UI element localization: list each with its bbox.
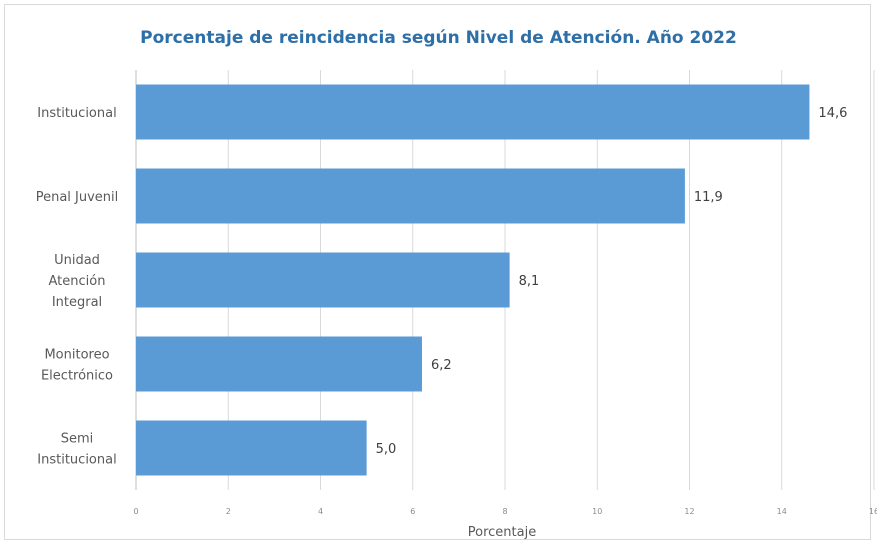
category-label: Unidad xyxy=(54,253,100,268)
value-label: 8,1 xyxy=(519,274,540,289)
category-label: Atención xyxy=(49,274,106,289)
category-label: Monitoreo xyxy=(44,348,109,363)
value-label: 6,2 xyxy=(431,358,452,373)
x-tick-label: 4 xyxy=(318,507,323,516)
category-label: Integral xyxy=(52,295,102,310)
bar xyxy=(136,336,422,392)
bar xyxy=(136,252,510,308)
bar xyxy=(136,84,810,140)
x-tick-label: 14 xyxy=(777,507,787,516)
x-tick-label: 0 xyxy=(133,507,138,516)
category-label: Penal Juvenil xyxy=(36,190,119,205)
bar xyxy=(136,420,367,476)
chart-title: Porcentaje de reincidencia según Nivel d… xyxy=(140,28,737,48)
category-label: Semi xyxy=(61,432,94,447)
bar xyxy=(136,168,685,224)
x-tick-label: 10 xyxy=(592,507,602,516)
x-tick-label: 12 xyxy=(684,507,694,516)
category-label: Institucional xyxy=(37,453,116,468)
x-tick-label: 16 xyxy=(869,507,877,516)
value-label: 14,6 xyxy=(818,106,847,121)
x-axis-title: Porcentaje xyxy=(468,525,536,540)
category-label: Electrónico xyxy=(41,369,113,384)
x-tick-label: 2 xyxy=(226,507,231,516)
category-label: Institucional xyxy=(37,106,116,121)
value-label: 11,9 xyxy=(694,190,723,205)
value-label: 5,0 xyxy=(376,442,397,457)
x-tick-label: 6 xyxy=(410,507,415,516)
x-tick-label: 8 xyxy=(502,507,507,516)
